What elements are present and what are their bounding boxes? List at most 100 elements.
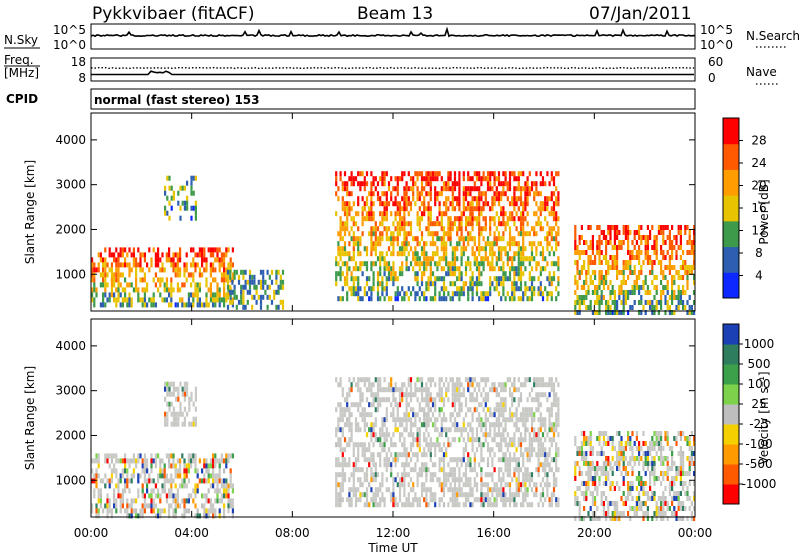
data-cell [666, 280, 669, 285]
data-cell [456, 216, 459, 222]
data-cell [651, 225, 654, 230]
data-cell [679, 245, 682, 250]
data-cell [504, 457, 507, 463]
data-cell [104, 302, 107, 308]
data-cell [405, 256, 408, 262]
data-cell [522, 216, 525, 222]
data-cell [172, 478, 175, 484]
data-cell [220, 272, 223, 278]
data-cell [97, 458, 100, 464]
data-cell [396, 286, 399, 292]
data-cell [431, 296, 435, 302]
data-cell [644, 280, 647, 285]
data-cell [668, 270, 671, 275]
data-cell [154, 302, 157, 308]
data-cell [642, 285, 645, 290]
data-cell [196, 252, 199, 258]
data-cell [624, 471, 627, 476]
data-cell [467, 377, 470, 383]
data-cell [229, 257, 232, 263]
data-cell [438, 236, 441, 242]
data-cell [438, 206, 441, 212]
freq-panel-frame [90, 57, 696, 82]
data-cell [522, 482, 525, 488]
data-cell [671, 255, 674, 260]
data-cell [528, 276, 531, 282]
data-cell [511, 417, 514, 423]
data-cell [471, 487, 474, 493]
data-cell [104, 247, 107, 253]
data-cell [339, 221, 342, 227]
data-cell [157, 493, 160, 499]
data-cell [350, 226, 353, 232]
data-cell [387, 397, 391, 403]
data-cell [341, 487, 344, 493]
data-cell [591, 260, 594, 265]
data-cell [480, 472, 483, 478]
data-cell [438, 211, 441, 217]
data-cell [148, 493, 151, 499]
data-cell [580, 295, 583, 300]
data-cell [526, 447, 529, 453]
data-cell [209, 287, 212, 293]
data-cell [497, 442, 501, 448]
data-cell [574, 310, 577, 315]
data-cell [596, 436, 599, 441]
data-cell [594, 270, 597, 275]
data-cell [609, 265, 612, 270]
data-cell [148, 503, 151, 509]
data-cell [447, 261, 450, 267]
data-cell [574, 245, 577, 250]
data-cell [442, 181, 446, 187]
data-cell [227, 483, 230, 489]
data-cell [277, 289, 280, 295]
data-cell [175, 421, 178, 427]
data-cell [187, 292, 190, 298]
data-cell [535, 452, 538, 458]
data-cell [365, 477, 369, 483]
data-cell [181, 483, 184, 489]
data-cell [611, 260, 614, 265]
data-cell [429, 256, 432, 262]
data-cell [223, 262, 226, 268]
data-cell [108, 292, 111, 298]
data-cell [528, 412, 531, 418]
data-cell [649, 446, 652, 451]
data-cell [266, 269, 269, 275]
data-cell [337, 492, 340, 498]
data-cell [381, 422, 384, 428]
data-cell [684, 290, 687, 295]
data-cell [207, 463, 210, 469]
data-cell [412, 437, 415, 443]
data-cell [662, 275, 665, 280]
data-cell [611, 446, 614, 451]
data-cell [530, 452, 534, 458]
data-cell [218, 478, 221, 484]
data-cell [495, 191, 498, 197]
data-cell [609, 290, 612, 295]
data-cell [555, 467, 558, 473]
data-cell [453, 246, 457, 252]
freq-trace [91, 70, 694, 76]
data-cell [218, 257, 221, 263]
data-cell [434, 442, 437, 448]
data-cell [405, 181, 408, 187]
data-cell [216, 493, 219, 499]
data-cell [370, 477, 373, 483]
data-cell [519, 251, 523, 257]
data-cell [600, 250, 603, 255]
data-cell [401, 397, 404, 403]
data-cell [666, 305, 669, 310]
data-cell [644, 491, 647, 496]
data-cell [383, 497, 386, 503]
data-cell [363, 472, 366, 478]
data-cell [517, 397, 520, 403]
data-cell [478, 462, 481, 468]
data-cell [126, 473, 129, 479]
data-cell [655, 305, 658, 310]
data-cell [168, 185, 171, 191]
data-cell [104, 257, 107, 263]
data-cell [453, 196, 457, 202]
data-cell [449, 467, 452, 473]
data-cell [555, 392, 558, 398]
